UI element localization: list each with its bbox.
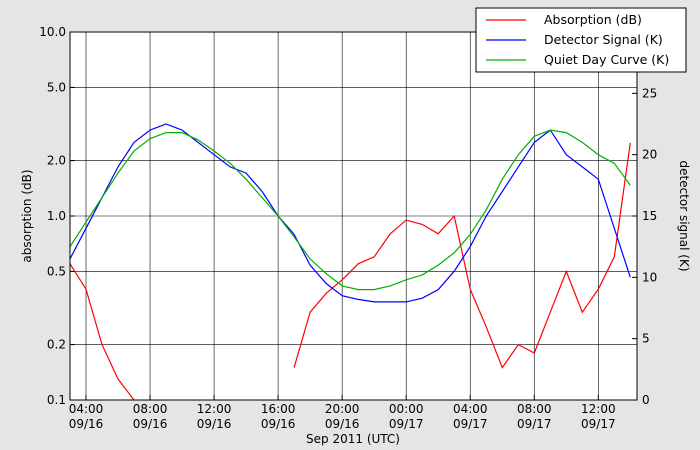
- y-tick-label: 1.0: [47, 209, 66, 223]
- x-tick-label: 00:00 09/17: [389, 402, 424, 431]
- x-tick-label-line: 00:00: [389, 402, 424, 416]
- y-tick-label: 5.0: [47, 80, 66, 94]
- y2-tick-label: 0: [642, 393, 650, 407]
- x-tick-label-line: 08:00: [133, 402, 168, 416]
- x-tick-label: 12:00 09/16: [197, 402, 232, 431]
- x-tick-label-line: 12:00: [197, 402, 232, 416]
- series-line: [69, 263, 135, 401]
- x-tick-label-line: 09/16: [261, 417, 296, 431]
- x-tick-label: 08:00 09/16: [133, 402, 168, 431]
- x-tick-label-line: 09/16: [69, 417, 104, 431]
- x-tick-label-line: 20:00: [325, 402, 360, 416]
- x-tick-label: 12:00 09/17: [581, 402, 616, 431]
- x-tick-label-line: 09/16: [325, 417, 360, 431]
- y-tick-label: 0.5: [47, 264, 66, 278]
- x-tick-label: 08:00 09/17: [517, 402, 552, 431]
- x-tick-label: 04:00 09/17: [453, 402, 488, 431]
- x-tick-label: 20:00 09/16: [325, 402, 360, 431]
- x-tick-label: 04:00 09/16: [69, 402, 104, 431]
- legend-label: Quiet Day Curve (K): [544, 52, 669, 67]
- x-tick-label-line: 09/16: [133, 417, 168, 431]
- y2-axis-label: detector signal (K): [677, 160, 691, 271]
- y2-tick-label: 10: [642, 270, 657, 284]
- x-tick-label: 16:00 09/16: [261, 402, 296, 431]
- y2-tick-label: 25: [642, 86, 657, 100]
- y-tick-label: 10.0: [39, 25, 66, 39]
- y2-tick-label: 20: [642, 148, 657, 162]
- y-tick-label: 2.0: [47, 154, 66, 168]
- x-tick-label-line: 09/17: [517, 417, 552, 431]
- y-tick-label: 0.2: [47, 338, 66, 352]
- series-line: [293, 142, 631, 369]
- y-tick-label: 0.1: [47, 393, 66, 407]
- x-tick-label-line: 08:00: [517, 402, 552, 416]
- plot-frame: [69, 31, 638, 401]
- y2-tick-label: 15: [642, 209, 657, 223]
- y2-tick-label: 5: [642, 332, 650, 346]
- x-tick-label-line: 09/16: [197, 417, 232, 431]
- x-tick-label-line: 04:00: [69, 402, 104, 416]
- x-tick-label-line: 09/17: [581, 417, 616, 431]
- y-axis-label: absorption (dB): [20, 169, 34, 262]
- x-tick-label-line: 09/17: [389, 417, 424, 431]
- x-tick-label-line: 12:00: [581, 402, 616, 416]
- x-tick-label-line: 16:00: [261, 402, 296, 416]
- legend-label: Absorption (dB): [544, 12, 642, 27]
- series-line: [69, 123, 631, 303]
- x-axis-label: Sep 2011 (UTC): [306, 432, 400, 446]
- x-tick-label-line: 04:00: [453, 402, 488, 416]
- series-line: [69, 129, 631, 291]
- legend-label: Detector Signal (K): [544, 32, 663, 47]
- x-tick-label-line: 09/17: [453, 417, 488, 431]
